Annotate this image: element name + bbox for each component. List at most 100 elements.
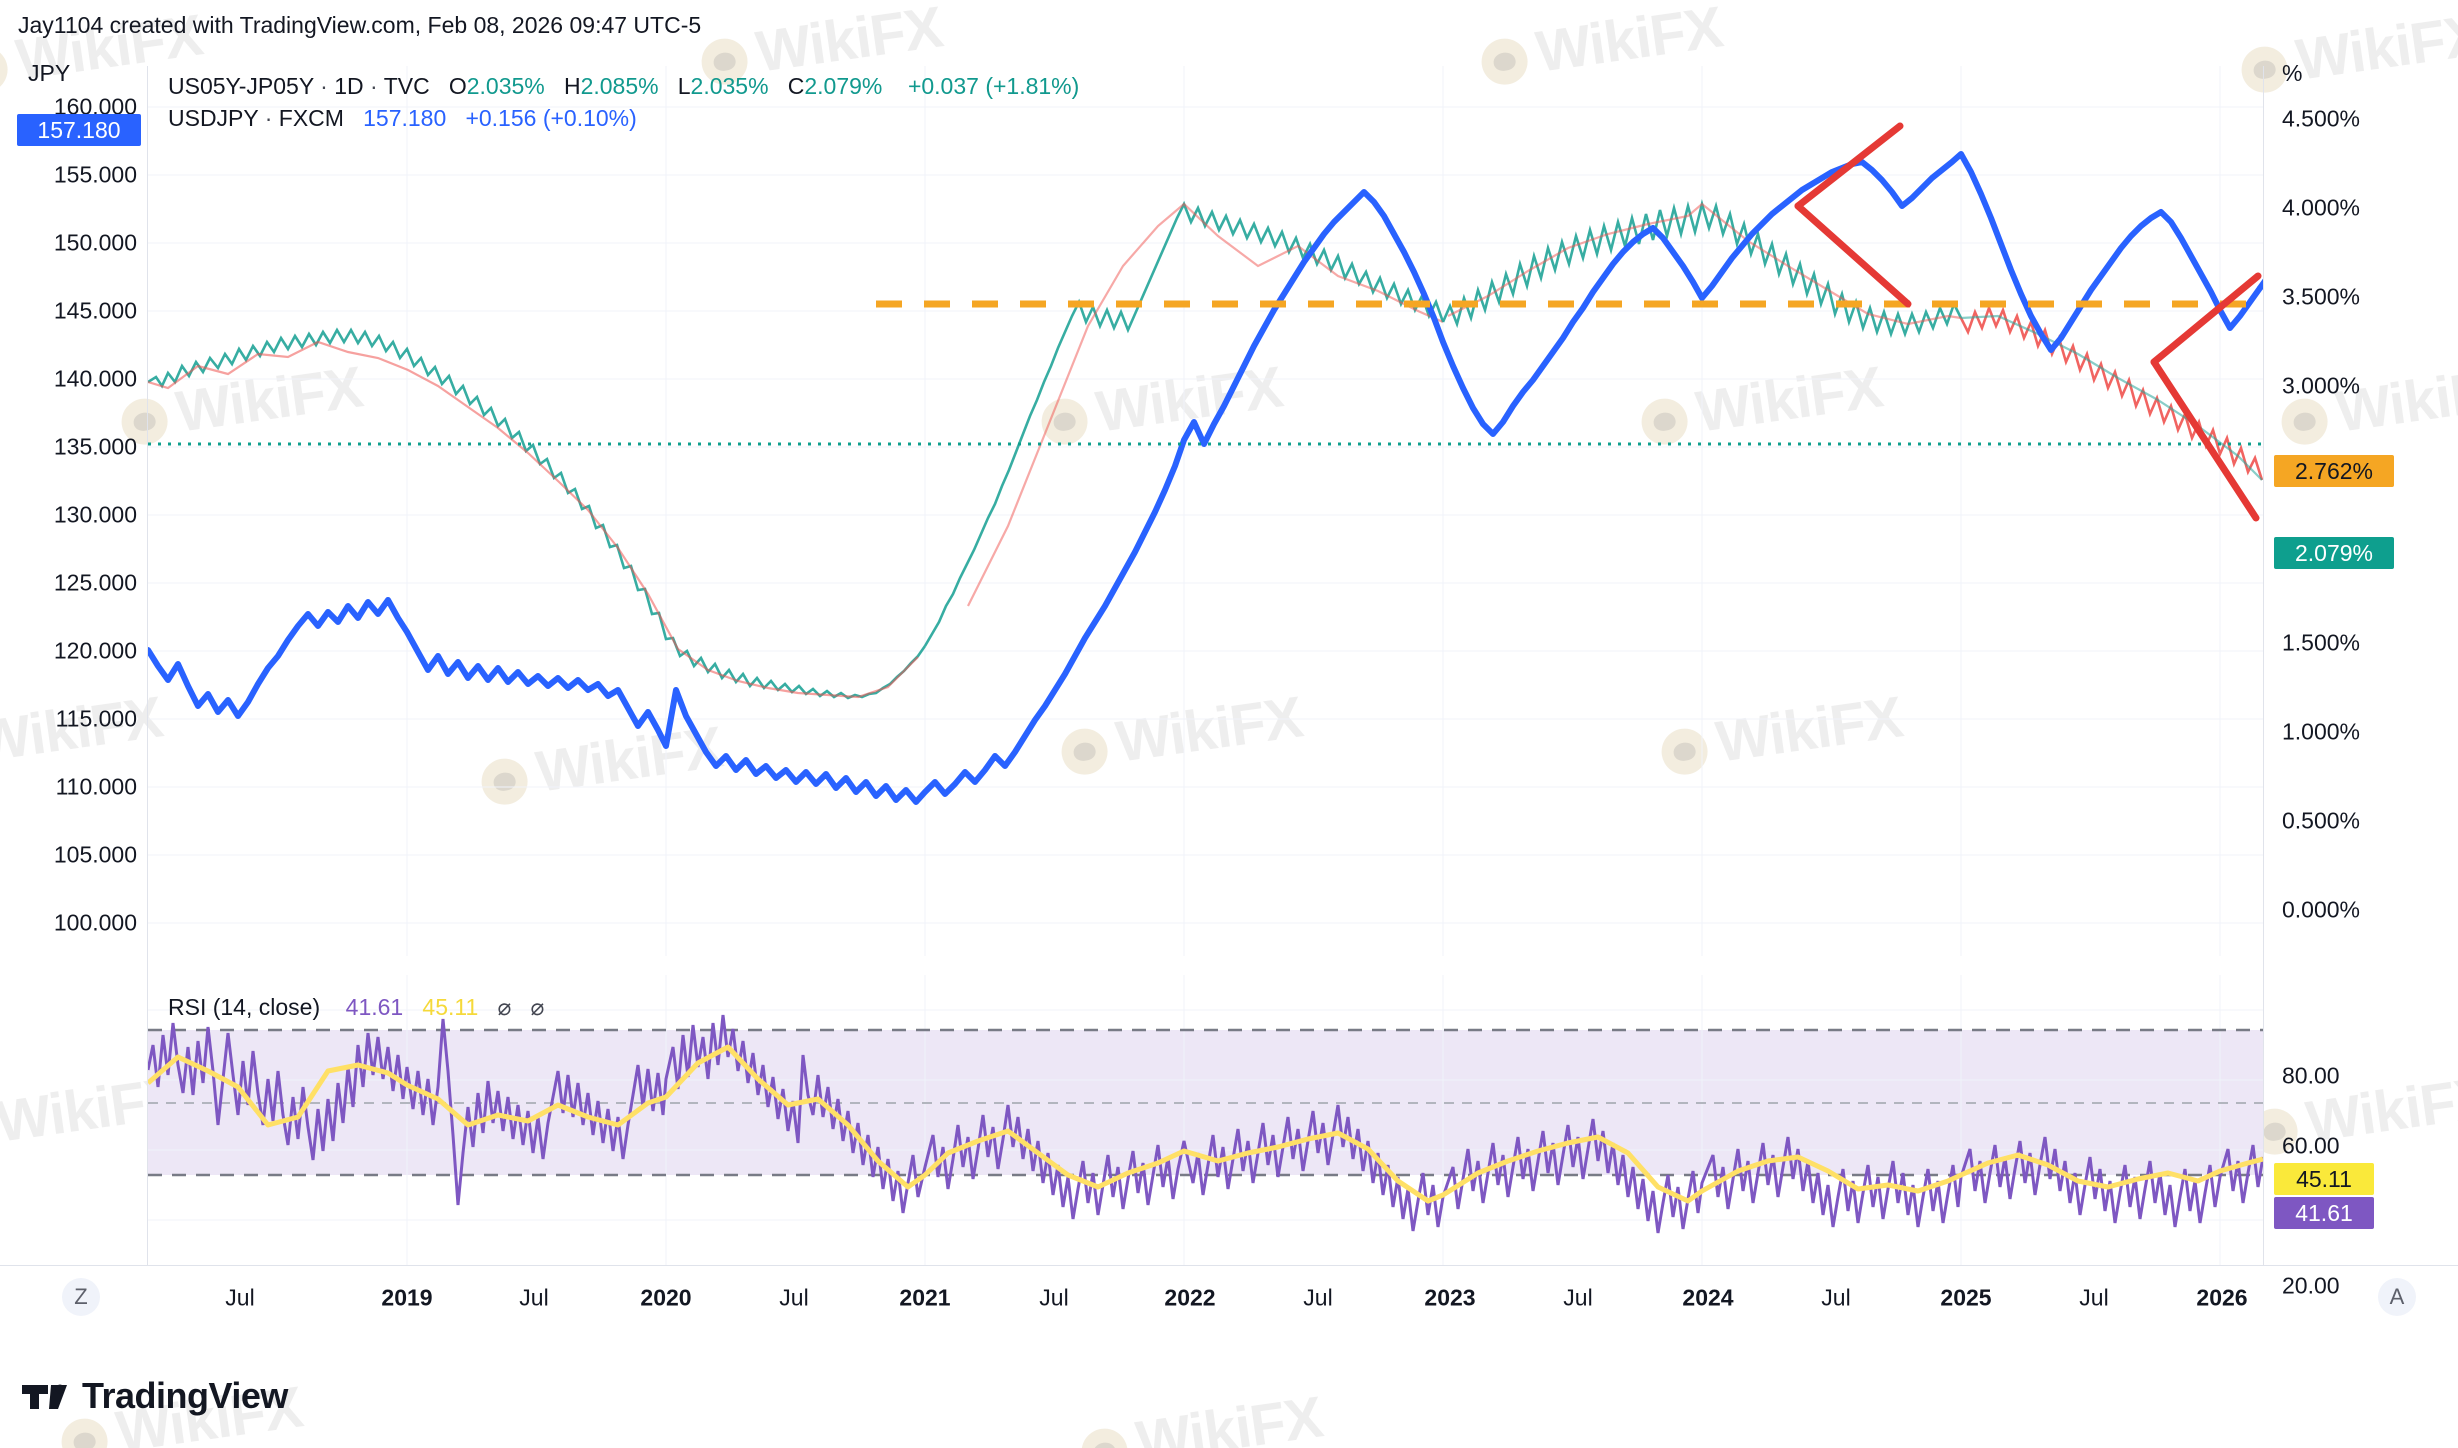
zoom-reset-button[interactable]: Z [62, 1278, 100, 1316]
left-axis-tick: 135.000 [53, 433, 137, 460]
right-axis-tick: 4.000% [2282, 194, 2361, 221]
wikifx-watermark: WikiFX [1077, 1383, 1327, 1448]
price-chart-svg [148, 66, 2263, 956]
rsi-legend-empty-2: ⌀ [530, 994, 545, 1020]
right-axis-tick: 0.000% [2282, 896, 2361, 923]
rsi-legend-ma-value: 45.11 [422, 994, 479, 1020]
left-axis-tick: 105.000 [53, 841, 137, 868]
legend-exchange: TVC [383, 73, 430, 99]
left-axis-unit-label: JPY [28, 60, 71, 86]
legend-close-value: 2.079% [804, 73, 883, 99]
time-axis-tick: 2020 [640, 1284, 692, 1311]
price-pane-legend[interactable]: US05Y-JP05Y · 1D · TVC O2.035% H2.085% L… [168, 72, 1079, 136]
time-axis-tick: Jul [779, 1284, 809, 1311]
time-axis-tick: Jul [519, 1284, 549, 1311]
rsi-chart-svg [148, 975, 2263, 1265]
usdjpy-price-badge[interactable]: 157.180 [17, 114, 141, 146]
right-axis-tick: 1.500% [2282, 629, 2361, 656]
time-axis-tick: Jul [225, 1284, 255, 1311]
rsi-axis-tick: 60.00 [2282, 1132, 2340, 1159]
rsi-legend-row[interactable]: RSI (14, close) 41.61 45.11 ⌀ ⌀ [168, 993, 544, 1021]
rsi-line [148, 1014, 2263, 1234]
left-axis-tick: 100.000 [53, 909, 137, 936]
legend-high-value: 2.085% [580, 73, 659, 99]
legend-low-value: 2.035% [690, 73, 769, 99]
time-axis-tick: Jul [1303, 1284, 1333, 1311]
tradingview-logo-text: TradingView [82, 1375, 288, 1416]
left-axis-tick: 120.000 [53, 637, 137, 664]
main-series-legend-row[interactable]: US05Y-JP05Y · 1D · TVC O2.035% H2.085% L… [168, 72, 1079, 100]
left-axis-tick: 130.000 [53, 501, 137, 528]
left-axis-tick: 125.000 [53, 569, 137, 596]
red-trendline-drawing-1[interactable] [1794, 122, 1912, 308]
horizontal-gridlines [148, 106, 2263, 924]
right-axis-tick: 4.500% [2282, 105, 2361, 132]
time-axis-tick: 2024 [1682, 1284, 1734, 1311]
wikifx-watermark-icon [1078, 1425, 1131, 1448]
red-trendline-drawing-2[interactable] [2150, 272, 2262, 522]
created-with-tradingview-label: Jay1104 created with TradingView.com, Fe… [18, 12, 702, 38]
legend-high-label: H [563, 73, 581, 99]
legend-open-label: O [448, 73, 467, 99]
legend-open-value: 2.035% [466, 73, 545, 99]
vertical-gridlines [406, 66, 2221, 956]
time-axis-tick: Jul [1821, 1284, 1851, 1311]
left-price-axis[interactable]: JPY 160.000 155.000 150.000 145.000 140.… [0, 60, 148, 1265]
right-percent-axis[interactable]: % 4.500% 4.000% 3.500% 3.000% 2.500% 2.0… [2263, 60, 2458, 1299]
legend-change: +0.037 (+1.81%) [907, 73, 1080, 99]
rsi-ma-badge[interactable]: 45.11 [2274, 1163, 2374, 1195]
left-axis-tick: 155.000 [53, 161, 137, 188]
compare-legend-exchange: FXCM [278, 105, 344, 131]
rsi-axis-tick: 20.00 [2282, 1272, 2340, 1299]
legend-interval[interactable]: 1D [334, 73, 364, 99]
right-axis-tick: 3.500% [2282, 283, 2361, 310]
right-axis-tick: 0.500% [2282, 807, 2361, 834]
time-axis-tick: 2022 [1164, 1284, 1216, 1311]
rsi-gridlines [148, 1009, 2263, 1221]
time-axis-tick: Jul [1563, 1284, 1593, 1311]
wikifx-watermark-text: WikiFX [1132, 1384, 1327, 1448]
rsi-legend-value: 41.61 [345, 994, 404, 1020]
time-axis-tick: 2026 [2196, 1284, 2248, 1311]
time-axis[interactable]: Z A Jul 2019 Jul 2020 Jul 2021 Jul 2022 … [0, 1265, 2458, 1330]
time-axis-tick: Jul [2079, 1284, 2109, 1311]
compare-legend-symbol[interactable]: USDJPY [168, 105, 259, 131]
legend-low-label: L [677, 73, 691, 99]
rsi-value-badge[interactable]: 41.61 [2274, 1197, 2374, 1229]
time-axis-tick: Jul [1039, 1284, 1069, 1311]
rsi-legend-empty-1: ⌀ [497, 994, 512, 1020]
time-axis-tick: 2019 [381, 1284, 433, 1311]
rsi-indicator-pane[interactable] [148, 975, 2263, 1265]
yield-spread-series [148, 199, 2263, 700]
legend-separator-1: · [320, 73, 328, 99]
time-axis-tick: 2025 [1940, 1284, 1992, 1311]
right-axis-unit-label: % [2282, 60, 2303, 86]
price-chart-pane[interactable] [148, 66, 2263, 956]
left-axis-tick: 115.000 [55, 705, 137, 732]
left-axis-tick: 150.000 [53, 229, 137, 256]
compare-legend-value: 157.180 [363, 105, 447, 131]
tradingview-logo-icon [22, 1384, 67, 1409]
teal-level-badge[interactable]: 2.079% [2274, 537, 2394, 569]
rsi-legend-title[interactable]: RSI (14, close) [168, 994, 321, 1020]
left-axis-tick: 110.000 [55, 773, 137, 800]
usdjpy-compare-line [148, 151, 2263, 805]
time-axis-tick: 2023 [1424, 1284, 1476, 1311]
legend-close-label: C [787, 73, 805, 99]
legend-symbol[interactable]: US05Y-JP05Y [168, 73, 314, 99]
rsi-vertical-gridlines [406, 975, 2221, 1265]
rsi-band-fill [148, 1030, 2263, 1175]
auto-scale-button[interactable]: A [2378, 1278, 2416, 1316]
tradingview-footer[interactable]: TradingView [22, 1368, 288, 1424]
rsi-pane-legend[interactable]: RSI (14, close) 41.61 45.11 ⌀ ⌀ [168, 993, 544, 1025]
compare-series-legend-row[interactable]: USDJPY · FXCM 157.180 +0.156 (+0.10%) [168, 104, 1079, 132]
rsi-ma-line [148, 1044, 2263, 1204]
time-axis-tick: 2021 [899, 1284, 951, 1311]
legend-separator-2: · [370, 73, 378, 99]
right-axis-tick: 1.000% [2282, 718, 2361, 745]
compare-legend-separator: · [264, 105, 273, 131]
rsi-axis-tick: 80.00 [2282, 1062, 2340, 1089]
orange-level-badge[interactable]: 2.762% [2274, 455, 2394, 487]
right-axis-tick: 3.000% [2282, 372, 2361, 399]
compare-legend-change: +0.156 (+0.10%) [465, 105, 637, 131]
